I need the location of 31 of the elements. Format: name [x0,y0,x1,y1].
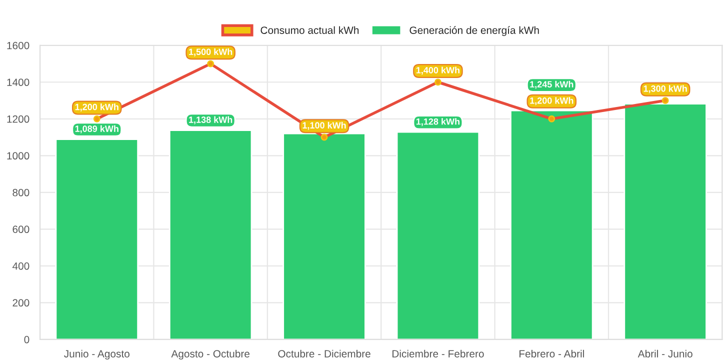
data-label: 1,300 kWh [644,85,687,94]
x-tick-label: Diciembre - Febrero [392,350,484,358]
data-label: 1,138 kWh [189,116,232,124]
y-tick-label: 200 [12,299,30,307]
y-tick-label: 800 [12,188,30,196]
data-label: 1,500 kWh [189,48,232,56]
bar [55,138,139,340]
data-label: 1,100 kWh [302,122,346,130]
y-tick-label: 1400 [7,78,30,86]
x-tick-label: Agosto - Octubre [171,350,250,360]
bar [624,103,707,340]
x-tick-label: Febrero - Abril [520,350,584,358]
bar [396,131,480,340]
y-tick-label: 400 [12,262,30,270]
y-tick-label: 1000 [7,152,30,160]
y-tick-label: 600 [12,226,30,234]
x-tick-label: Octubre - Diciembre [278,350,370,358]
data-label: 1,200 kWh [530,97,574,106]
y-tick-label: 0 [24,336,30,344]
data-label: 1,400 kWh [416,66,460,75]
legend-label: Generación de energía kWh [410,26,539,36]
y-tick-label: 1200 [7,115,30,123]
x-tick-label: Junio - Agosto [64,350,130,360]
data-label: 1,089 kWh [75,125,118,134]
bar [168,130,252,340]
y-tick-label: 1600 [7,42,30,50]
x-tick-label: Abril - Junio [638,350,692,358]
data-label: 1,245 kWh [530,80,574,89]
data-label: 1,128 kWh [416,118,460,126]
data-label: 1,200 kWh [75,104,118,112]
legend-label: Consumo actual kWh [260,26,359,34]
